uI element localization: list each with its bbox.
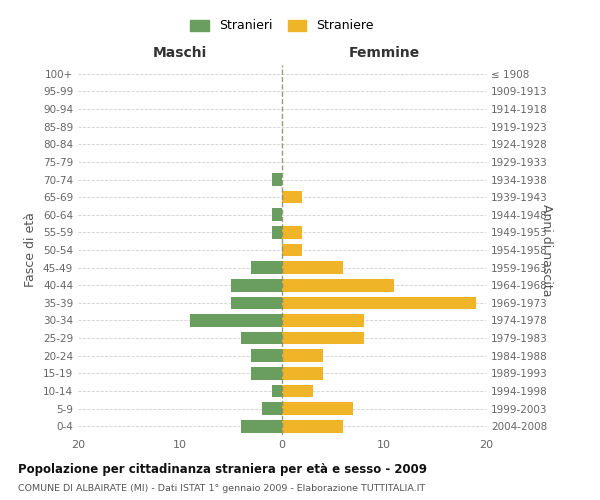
Bar [282, 420, 343, 432]
Bar [190, 314, 282, 327]
Bar [282, 296, 476, 309]
Bar [282, 226, 302, 238]
Bar [282, 384, 313, 398]
Legend: Stranieri, Straniere: Stranieri, Straniere [190, 20, 374, 32]
Bar [272, 226, 282, 238]
Text: COMUNE DI ALBAIRATE (MI) - Dati ISTAT 1° gennaio 2009 - Elaborazione TUTTITALIA.: COMUNE DI ALBAIRATE (MI) - Dati ISTAT 1°… [18, 484, 425, 493]
Bar [282, 279, 394, 291]
Bar [282, 332, 364, 344]
Y-axis label: Anni di nascita: Anni di nascita [540, 204, 553, 296]
Bar [231, 296, 282, 309]
Bar [231, 279, 282, 291]
Text: Maschi: Maschi [153, 46, 207, 60]
Bar [241, 332, 282, 344]
Bar [272, 208, 282, 221]
Bar [251, 350, 282, 362]
Bar [272, 384, 282, 398]
Bar [262, 402, 282, 415]
Text: Femmine: Femmine [349, 46, 419, 60]
Bar [282, 314, 364, 327]
Bar [282, 262, 343, 274]
Bar [282, 402, 353, 415]
Bar [282, 244, 302, 256]
Bar [282, 350, 323, 362]
Bar [282, 367, 323, 380]
Bar [272, 173, 282, 186]
Bar [251, 262, 282, 274]
Bar [282, 191, 302, 203]
Text: Popolazione per cittadinanza straniera per età e sesso - 2009: Popolazione per cittadinanza straniera p… [18, 462, 427, 475]
Bar [241, 420, 282, 432]
Y-axis label: Fasce di età: Fasce di età [25, 212, 37, 288]
Bar [251, 367, 282, 380]
